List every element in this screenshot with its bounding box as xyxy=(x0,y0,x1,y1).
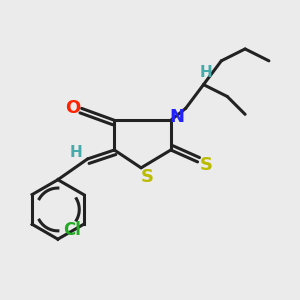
Text: N: N xyxy=(169,108,184,126)
Text: S: S xyxy=(200,156,213,174)
Text: H: H xyxy=(69,146,82,160)
Text: Cl: Cl xyxy=(63,221,81,239)
Text: S: S xyxy=(140,168,154,186)
Text: O: O xyxy=(65,99,80,117)
Text: H: H xyxy=(200,65,213,80)
